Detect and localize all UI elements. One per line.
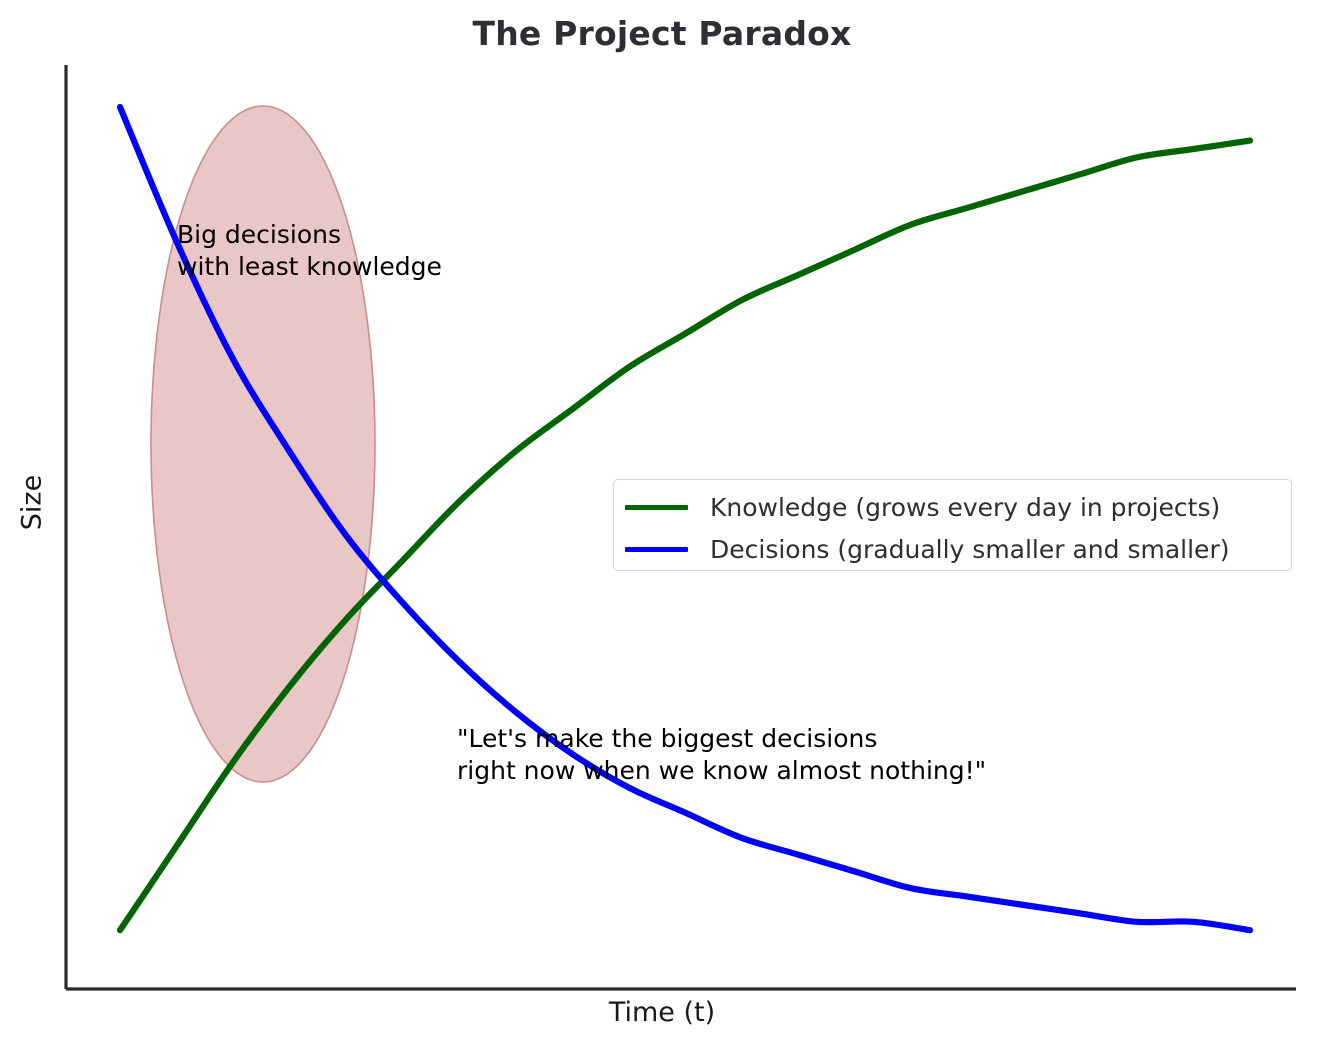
x-axis-label: Time (t) (608, 997, 716, 1028)
y-axis-label: Size (16, 474, 48, 531)
legend-label-knowledge: Knowledge (grows every day in projects) (710, 492, 1221, 522)
legend-swatch-decisions (625, 546, 688, 552)
annotation-big-decisions: Big decisions with least knowledge (177, 220, 442, 281)
legend-entry-knowledge[interactable]: Knowledge (grows every day in projects) (614, 484, 1291, 530)
big-decisions-zone-ellipse (150, 105, 376, 783)
legend-swatch-knowledge (625, 504, 688, 510)
decisions-curve (116, 103, 1254, 934)
chart-title: The Project Paradox (472, 14, 852, 53)
annotation-quote: "Let's make the biggest decisions right … (457, 724, 987, 785)
chart-legend: Knowledge (grows every day in projects) … (613, 479, 1292, 571)
legend-entry-decisions[interactable]: Decisions (gradually smaller and smaller… (614, 526, 1291, 572)
legend-label-decisions: Decisions (gradually smaller and smaller… (710, 534, 1230, 564)
knowledge-curve (116, 137, 1254, 934)
